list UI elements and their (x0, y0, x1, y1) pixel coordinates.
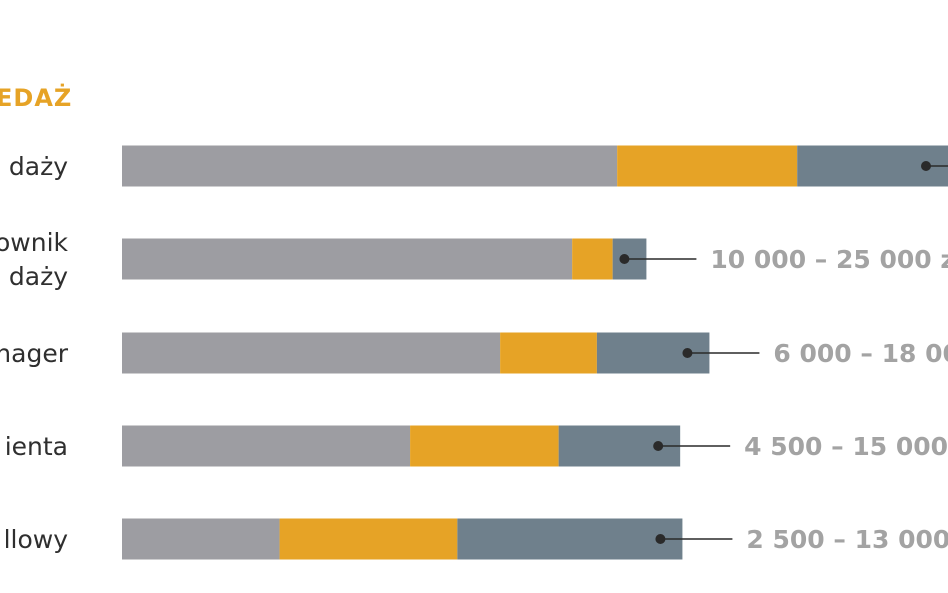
category-label: llowy (4, 525, 69, 554)
category-label: daży (9, 152, 68, 181)
range-label: 2 500 – 13 000 (746, 525, 948, 554)
category-label: nager (0, 339, 69, 368)
range-label: 10 000 – 25 000 z (710, 245, 948, 274)
range-marker (655, 534, 666, 544)
bar-segment (410, 425, 559, 467)
category-label: daży (9, 262, 68, 291)
bar-segment (617, 145, 798, 187)
range-label: 4 500 – 15 000 (744, 432, 948, 461)
range-marker (682, 348, 693, 358)
bar-segment (122, 518, 280, 560)
range-marker (921, 161, 931, 171)
bar-segment (122, 238, 573, 280)
bar-segment (122, 145, 618, 187)
bar-segment (279, 518, 458, 560)
bar-segment (122, 332, 501, 374)
bar-segment (122, 425, 411, 467)
chart-rows: daży ownik daży 10 000 – 25 000 z nager 6 000… (0, 145, 948, 560)
bar-segment (500, 332, 597, 374)
range-label: 6 000 – 18 00 (773, 339, 948, 368)
chart-title: EDAŻ (0, 83, 72, 112)
category-label: ownik (0, 228, 69, 257)
category-label: ienta (5, 432, 68, 461)
bar-segment (457, 518, 683, 560)
bar-segment (572, 238, 613, 280)
range-marker (619, 254, 630, 264)
range-marker (653, 441, 664, 451)
